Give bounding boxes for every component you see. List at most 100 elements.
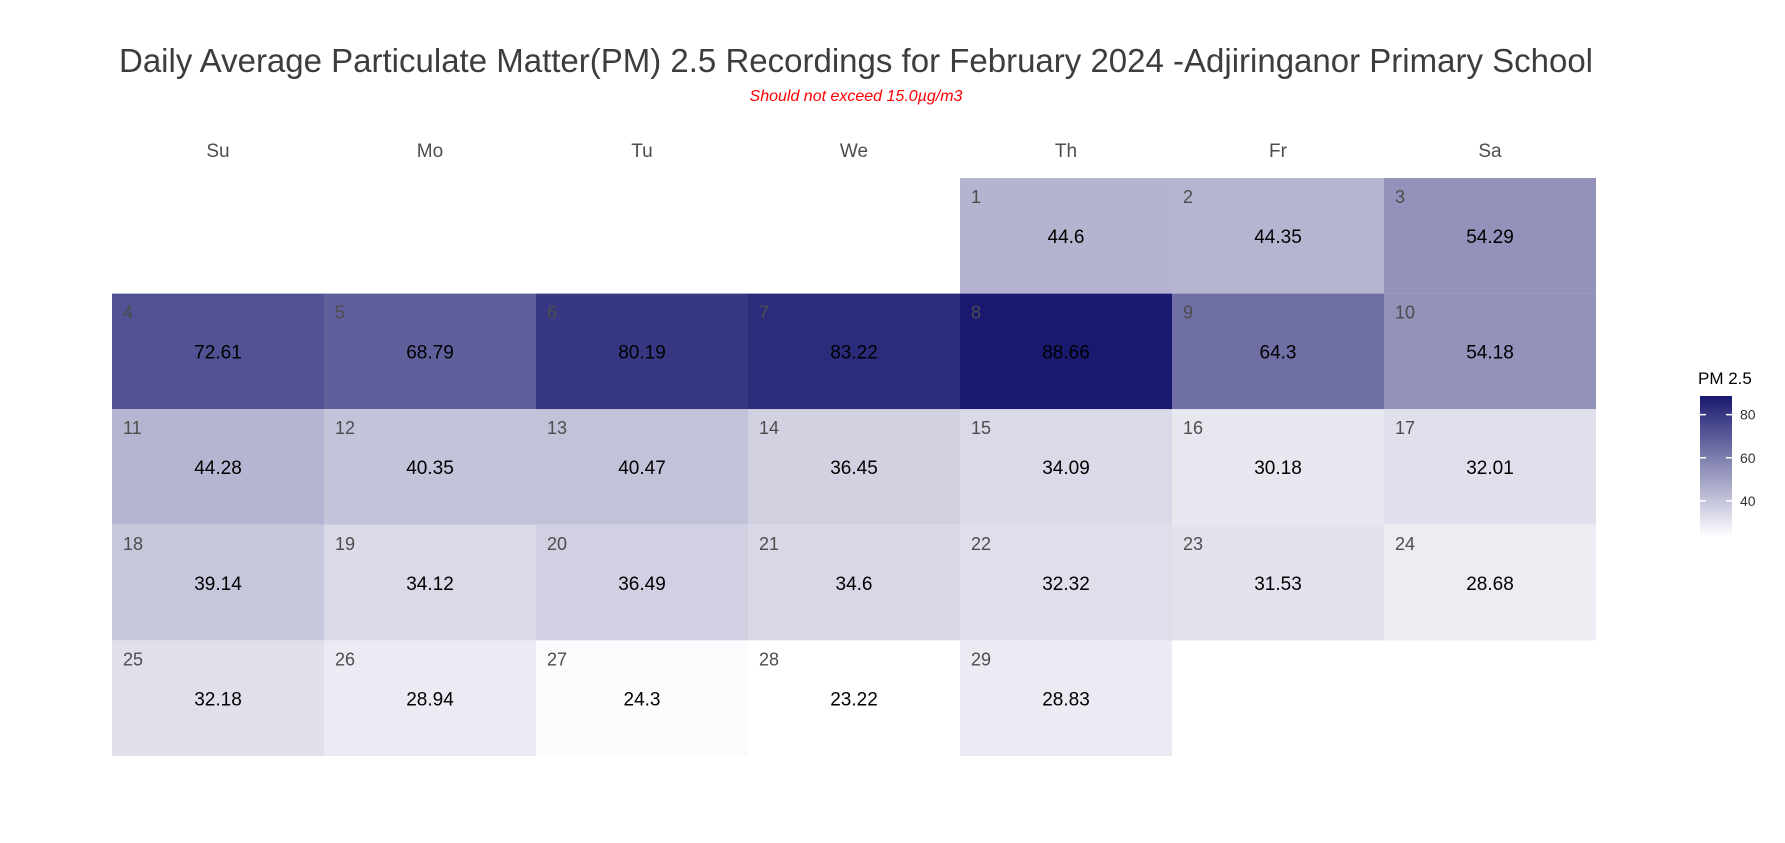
value-label: 54.29: [1466, 227, 1514, 248]
value-label: 68.79: [406, 343, 454, 364]
day-number: 22: [971, 534, 991, 554]
value-label: 32.18: [194, 689, 242, 710]
value-label: 44.6: [1048, 227, 1085, 248]
day-number: 19: [335, 534, 355, 554]
calendar-cell: 24 28.68: [1384, 524, 1596, 641]
cell-background: [748, 409, 960, 525]
calendar-cells: 144.6244.35354.29472.61568.79680.19783.2…: [112, 178, 1596, 756]
color-legend: PM 2.5 80 60 40: [1698, 369, 1756, 537]
value-label: 40.47: [618, 458, 666, 479]
calendar-cell: 20 36.49: [536, 524, 748, 641]
cell-background: [960, 524, 1172, 641]
cell-background: [960, 640, 1172, 756]
value-label: 88.66: [1042, 343, 1090, 364]
legend-tick-label: 80: [1740, 407, 1756, 423]
cell-background: [748, 640, 960, 756]
legend-ticks: 80 60 40: [1700, 407, 1756, 509]
cell-background: [960, 293, 1172, 410]
day-number: 23: [1183, 534, 1203, 554]
calendar-cell: 19 34.12: [324, 524, 536, 641]
value-label: 32.32: [1042, 574, 1090, 595]
cell-background: [1384, 178, 1596, 294]
weekday-label-th: Th: [1055, 141, 1077, 162]
legend-title: PM 2.5: [1698, 369, 1752, 388]
calendar-cell: 25 32.18: [112, 640, 324, 756]
calendar-cell: 964.3: [1172, 293, 1384, 410]
day-number: 16: [1183, 418, 1203, 438]
day-number: 29: [971, 649, 991, 669]
cell-background: [1172, 178, 1384, 294]
cell-background: [1384, 524, 1596, 641]
cell-background: [1384, 409, 1596, 525]
legend-tick-label: 60: [1740, 450, 1756, 466]
value-label: 30.18: [1254, 458, 1302, 479]
calendar-cell: 12 40.35: [324, 409, 536, 525]
value-label: 44.35: [1254, 227, 1302, 248]
day-number: 14: [759, 418, 779, 438]
day-number: 17: [1395, 418, 1415, 438]
weekday-label-fr: Fr: [1269, 141, 1288, 162]
day-number: 24: [1395, 534, 1415, 554]
legend-tick-label: 40: [1740, 493, 1756, 509]
day-number: 1: [971, 187, 981, 207]
calendar-cell: 26 28.94: [324, 640, 536, 756]
calendar-cell: 17 32.01: [1384, 409, 1596, 525]
calendar-cell: 27 24.3: [536, 640, 748, 756]
day-number: 20: [547, 534, 567, 554]
calendar-cell: 244.35: [1172, 178, 1384, 294]
day-number: 3: [1395, 187, 1405, 207]
day-number: 2: [1183, 187, 1193, 207]
cell-background: [748, 293, 960, 410]
calendar-cell: 472.61: [112, 293, 324, 410]
calendar-cell: 28 23.22: [748, 640, 960, 756]
value-label: 34.09: [1042, 458, 1090, 479]
value-label: 39.14: [194, 574, 242, 595]
value-label: 80.19: [618, 343, 666, 364]
day-number: 21: [759, 534, 779, 554]
cell-background: [748, 524, 960, 641]
cell-background: [112, 640, 324, 756]
value-label: 40.35: [406, 458, 454, 479]
day-number: 7: [759, 303, 769, 323]
calendar-cell: 783.22: [748, 293, 960, 410]
cell-background: [324, 293, 536, 410]
calendar-cell: 568.79: [324, 293, 536, 410]
cell-background: [324, 524, 536, 641]
weekday-label-sa: Sa: [1478, 141, 1502, 162]
calendar-cell: 23 31.53: [1172, 524, 1384, 641]
value-label: 34.12: [406, 574, 454, 595]
value-label: 44.28: [194, 458, 242, 479]
value-label: 83.22: [830, 343, 878, 364]
calendar-cell: 22 32.32: [960, 524, 1172, 641]
value-label: 28.83: [1042, 689, 1090, 710]
weekday-label-tu: Tu: [631, 141, 652, 162]
day-number: 15: [971, 418, 991, 438]
calendar-cell: 29 28.83: [960, 640, 1172, 756]
day-number: 25: [123, 649, 143, 669]
weekday-label-su: Su: [206, 141, 229, 162]
cell-background: [1172, 293, 1384, 410]
day-number: 4: [123, 303, 133, 323]
day-number: 12: [335, 418, 355, 438]
value-label: 23.22: [830, 689, 878, 710]
value-label: 34.6: [836, 574, 873, 595]
calendar-cell: 18 39.14: [112, 524, 324, 641]
day-number: 18: [123, 534, 143, 554]
value-label: 64.3: [1260, 343, 1297, 364]
cell-background: [1172, 524, 1384, 641]
calendar-cell: 888.66: [960, 293, 1172, 410]
cell-background: [112, 524, 324, 641]
value-label: 36.49: [618, 574, 666, 595]
legend-color-bar: [1700, 396, 1732, 537]
value-label: 32.01: [1466, 458, 1514, 479]
cell-background: [536, 409, 748, 525]
cell-background: [1172, 409, 1384, 525]
cell-background: [112, 293, 324, 410]
calendar-cell: 21 34.6: [748, 524, 960, 641]
day-number: 27: [547, 649, 567, 669]
day-number: 10: [1395, 303, 1415, 323]
day-number: 8: [971, 303, 981, 323]
value-label: 28.94: [406, 689, 454, 710]
chart-subtitle: Should not exceed 15.0µg/m3: [750, 88, 963, 105]
